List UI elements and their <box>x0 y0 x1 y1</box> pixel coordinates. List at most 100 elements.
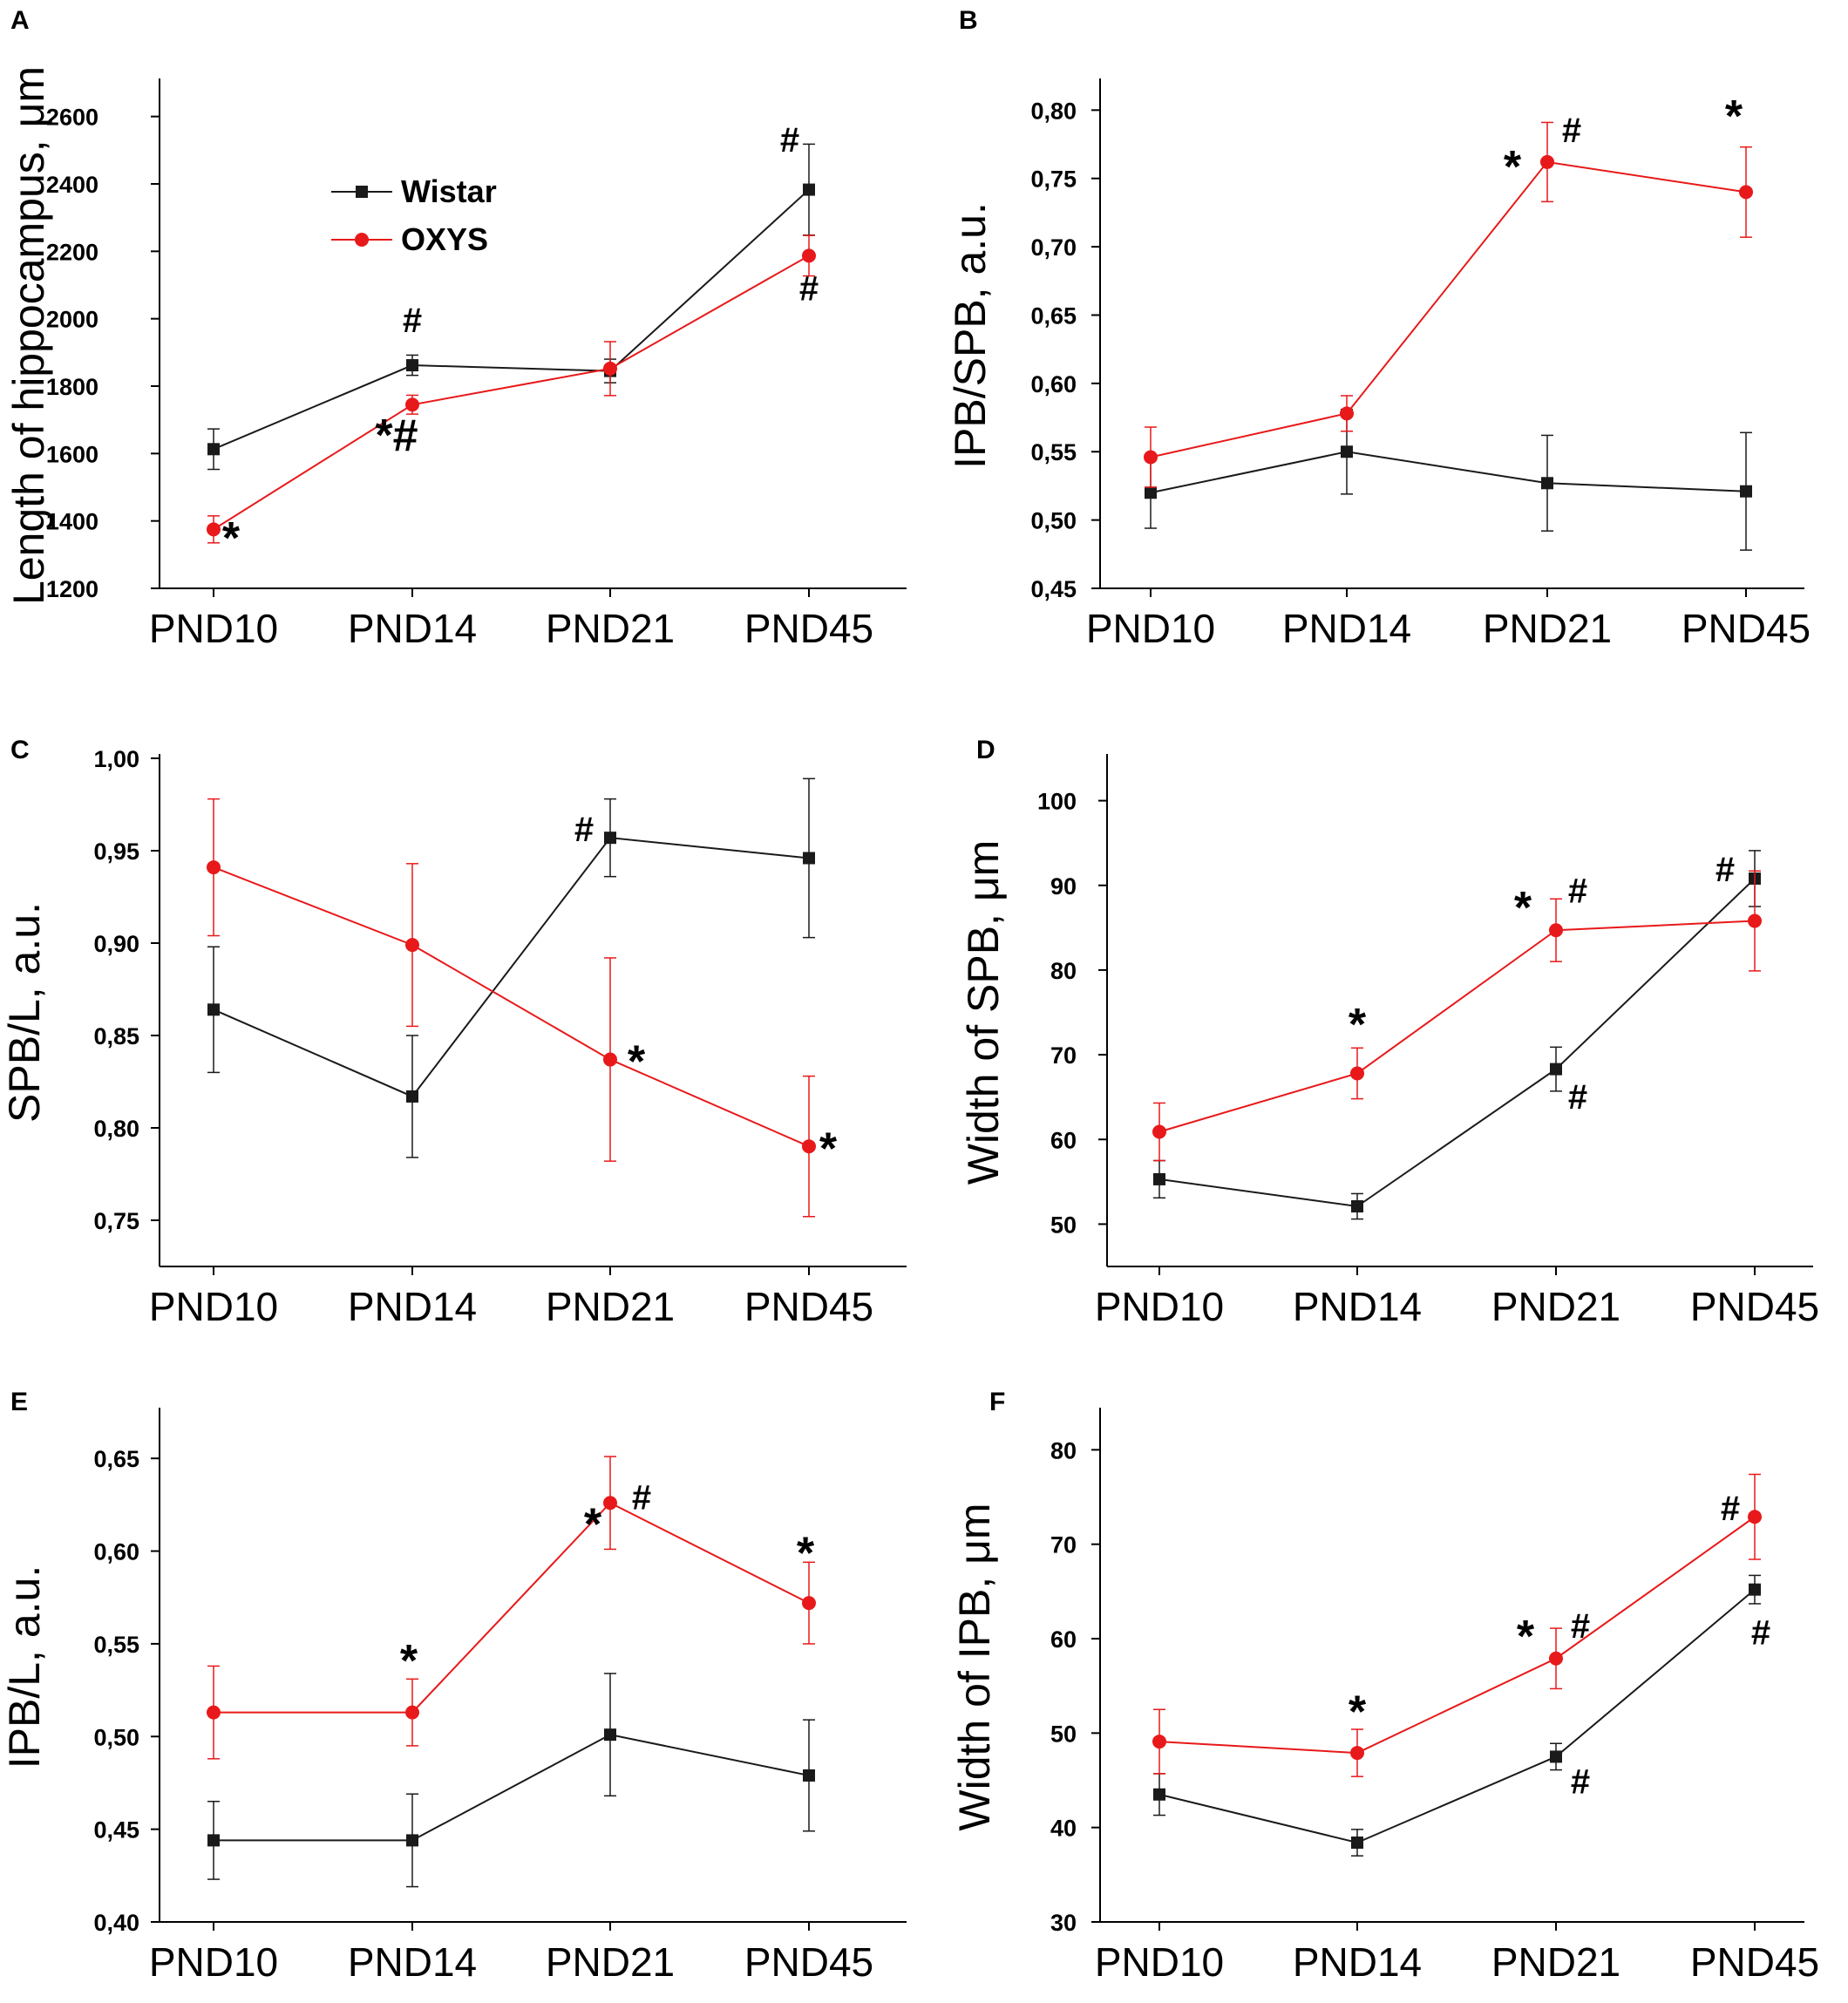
series-line <box>213 188 810 451</box>
data-point <box>1540 154 1554 169</box>
significance-marker: # <box>1562 112 1581 150</box>
x-tick-label: PND45 <box>1690 1939 1819 1985</box>
data-point <box>405 397 419 412</box>
legend-item-oxys: OXYS <box>331 221 488 257</box>
y-tick-label: 60 <box>1050 1127 1077 1153</box>
data-point <box>207 522 221 537</box>
series-oxys <box>1152 870 1762 1162</box>
x-tick-label: PND10 <box>1095 1939 1224 1985</box>
significance-marker: * <box>1504 142 1522 193</box>
significance-marker: # <box>1571 1607 1590 1646</box>
x-tick-label: PND21 <box>1491 1284 1620 1329</box>
panel-letter: F <box>989 1388 1005 1416</box>
y-tick-label: 0,80 <box>93 1116 139 1142</box>
y-tick-label: 0,60 <box>1030 371 1077 397</box>
y-tick-label: 0,50 <box>1030 508 1077 534</box>
significance-marker: * <box>819 1124 838 1174</box>
significance-marker: * <box>400 1636 418 1687</box>
data-point <box>1740 485 1752 498</box>
significance-marker: # <box>632 1479 651 1518</box>
legend-marker <box>356 186 368 198</box>
series-oxys <box>207 234 816 544</box>
y-tick-label: 0,85 <box>93 1023 139 1049</box>
data-point <box>207 1705 221 1720</box>
series-line <box>1158 920 1756 1133</box>
x-tick-label: PND21 <box>546 1284 675 1329</box>
significance-marker: # <box>1568 1078 1587 1117</box>
data-point <box>1748 913 1762 928</box>
y-tick-label: 2000 <box>46 307 99 333</box>
y-tick-label: 0,95 <box>93 839 139 865</box>
series-line <box>1158 1588 1756 1844</box>
series-wistar <box>207 1673 815 1888</box>
data-point <box>1351 1837 1363 1849</box>
x-tick-label: PND14 <box>348 1284 477 1329</box>
y-tick-label: 70 <box>1050 1042 1077 1069</box>
y-tick-label: 90 <box>1050 873 1077 900</box>
data-point <box>803 852 815 865</box>
significance-marker: * <box>1725 92 1743 142</box>
significance-marker: * <box>1514 883 1532 934</box>
y-tick-label: 0,75 <box>93 1208 139 1234</box>
y-tick-label: 0,40 <box>93 1910 139 1936</box>
data-point <box>1748 1510 1762 1524</box>
series-oxys <box>1152 1473 1762 1777</box>
data-point <box>1351 1200 1363 1213</box>
panel-b: B 0,45 0,50 0,55 0,60 0,65 0,70 0,75 0,80 PND10 PN… <box>946 6 1811 651</box>
data-point <box>1549 923 1563 938</box>
significance-marker: * <box>222 513 241 564</box>
data-point <box>405 938 419 953</box>
data-point <box>1350 1746 1364 1761</box>
x-tick-label: PND14 <box>348 1939 477 1985</box>
data-point <box>1153 1172 1165 1185</box>
data-point <box>1152 1735 1166 1749</box>
series-line <box>213 866 810 1148</box>
significance-marker: # <box>780 121 799 160</box>
x-tick-label: PND10 <box>149 1939 278 1985</box>
x-tick-label: PND21 <box>546 606 675 651</box>
panel-f: F 30 40 50 60 70 80 PND10 PND14 PND21 PND45 Width o… <box>950 1388 1819 1985</box>
x-tick-label: PND14 <box>1293 1939 1422 1985</box>
y-tick-label: 1600 <box>46 441 99 467</box>
data-point <box>802 1596 816 1611</box>
data-point <box>207 1003 220 1016</box>
y-tick-label: 100 <box>1037 789 1077 815</box>
significance-marker: * <box>584 1499 602 1550</box>
y-tick-label: 0,55 <box>93 1632 139 1658</box>
data-point <box>207 1834 220 1847</box>
panel-d: D 50 60 70 80 90 100 PND10 PND14 PND21 PND45 Width … <box>959 736 1819 1329</box>
data-point <box>1350 1066 1364 1081</box>
series-wistar <box>1145 408 1752 551</box>
panel-letter: A <box>10 6 30 35</box>
significance-marker: # <box>1571 1763 1590 1802</box>
data-point <box>1152 1124 1166 1139</box>
data-point <box>1340 406 1354 421</box>
data-point <box>405 1705 419 1720</box>
series-line <box>213 255 810 531</box>
data-point <box>604 832 616 845</box>
data-point <box>1749 1583 1761 1596</box>
y-tick-label: 80 <box>1050 958 1077 984</box>
series-line <box>1150 160 1747 458</box>
significance-marker: # <box>1568 872 1587 910</box>
panel-a: A 1200 1400 1600 1800 2000 2200 2400 2600 PND10 PN… <box>4 6 907 651</box>
significance-marker: * <box>1349 1687 1367 1737</box>
x-tick-label: PND45 <box>744 1939 873 1985</box>
data-point <box>1541 477 1553 490</box>
panel-c: C 0,75 0,80 0,85 0,90 0,95 1,00 PND10 PND14 PND21… <box>0 736 907 1329</box>
series-wistar <box>207 777 815 1158</box>
y-tick-label: 50 <box>1050 1212 1077 1238</box>
y-axis-title: Width of SPB, μm <box>959 840 1008 1185</box>
series-wistar <box>1153 1574 1761 1857</box>
data-point <box>1341 445 1353 458</box>
y-tick-label: 1,00 <box>93 746 139 772</box>
legend: Wistar OXYS <box>331 173 497 257</box>
y-tick-label: 0,80 <box>1030 98 1077 124</box>
y-axis-title: Length of hippocampus, μm <box>4 66 53 605</box>
x-tick-label: PND10 <box>149 1284 278 1329</box>
series-line <box>1158 878 1756 1208</box>
data-point <box>406 1090 418 1103</box>
y-tick-label: 0,55 <box>1030 439 1077 465</box>
significance-marker: # <box>799 269 819 308</box>
